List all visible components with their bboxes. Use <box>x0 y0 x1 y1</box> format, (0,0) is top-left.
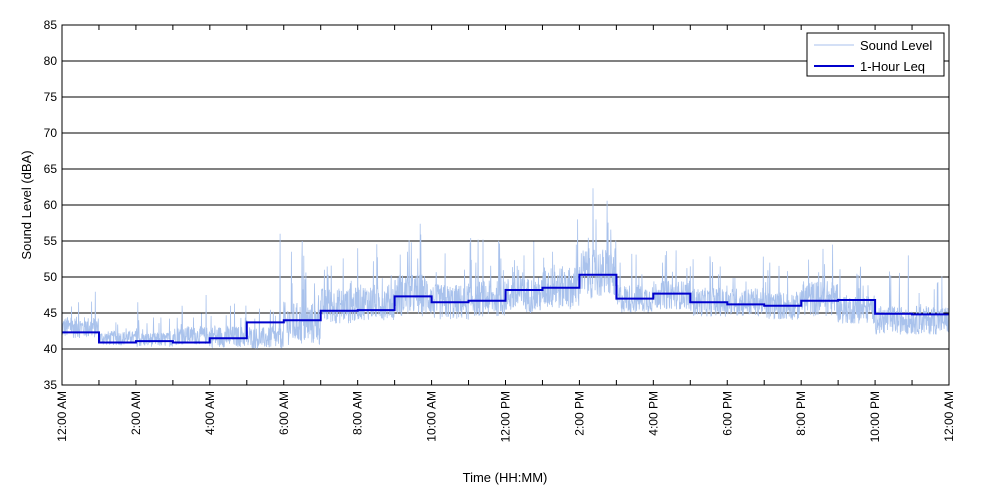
x-tick-label: 4:00 AM <box>203 391 217 435</box>
x-tick-label: 8:00 AM <box>351 391 365 435</box>
y-tick-label: 70 <box>44 126 58 140</box>
leq-step-line <box>62 273 949 344</box>
y-tick-label: 65 <box>44 162 58 176</box>
leq-series <box>62 273 949 344</box>
y-tick-label: 85 <box>44 18 58 32</box>
x-tick-label: 4:00 PM <box>646 391 660 436</box>
x-tick-label: 12:00 AM <box>942 391 956 442</box>
grid-lines <box>62 60 949 350</box>
x-tick-label: 2:00 AM <box>129 391 143 435</box>
y-axis-label: Sound Level (dBA) <box>19 150 34 259</box>
legend: Sound Level 1-Hour Leq <box>806 32 945 77</box>
y-tick-label: 50 <box>44 270 58 284</box>
x-axis-label: Time (HH:MM) <box>463 470 548 485</box>
legend-label-leq: 1-Hour Leq <box>860 59 925 74</box>
legend-box <box>806 32 945 77</box>
x-tick-label: 10:00 AM <box>425 391 439 442</box>
x-tick-label: 12:00 AM <box>55 391 69 442</box>
y-tick-label: 75 <box>44 90 58 104</box>
x-tick-label: 10:00 PM <box>868 391 882 442</box>
y-tick-label: 40 <box>44 342 58 356</box>
x-tick-label: 2:00 PM <box>572 391 586 436</box>
y-tick-label: 55 <box>44 234 58 248</box>
legend-label-sound-level: Sound Level <box>860 38 932 53</box>
y-tick-label: 45 <box>44 306 58 320</box>
x-tick-label: 6:00 PM <box>720 391 734 436</box>
x-tick-label: 6:00 AM <box>277 391 291 435</box>
y-tick-label: 35 <box>44 378 58 392</box>
sound-level-series <box>61 188 950 350</box>
x-tick-label: 8:00 PM <box>794 391 808 436</box>
x-tick-label: 12:00 PM <box>499 391 513 442</box>
sound-level-line <box>61 188 950 350</box>
y-tick-label: 60 <box>44 198 58 212</box>
y-axis-ticks: 35 40 45 50 55 60 65 70 75 80 85 <box>44 18 949 392</box>
y-tick-label: 80 <box>44 54 58 68</box>
x-axis-ticks: 12:00 AM 2:00 AM 4:00 AM 6:00 AM 8:00 AM 10:0… <box>55 25 956 442</box>
